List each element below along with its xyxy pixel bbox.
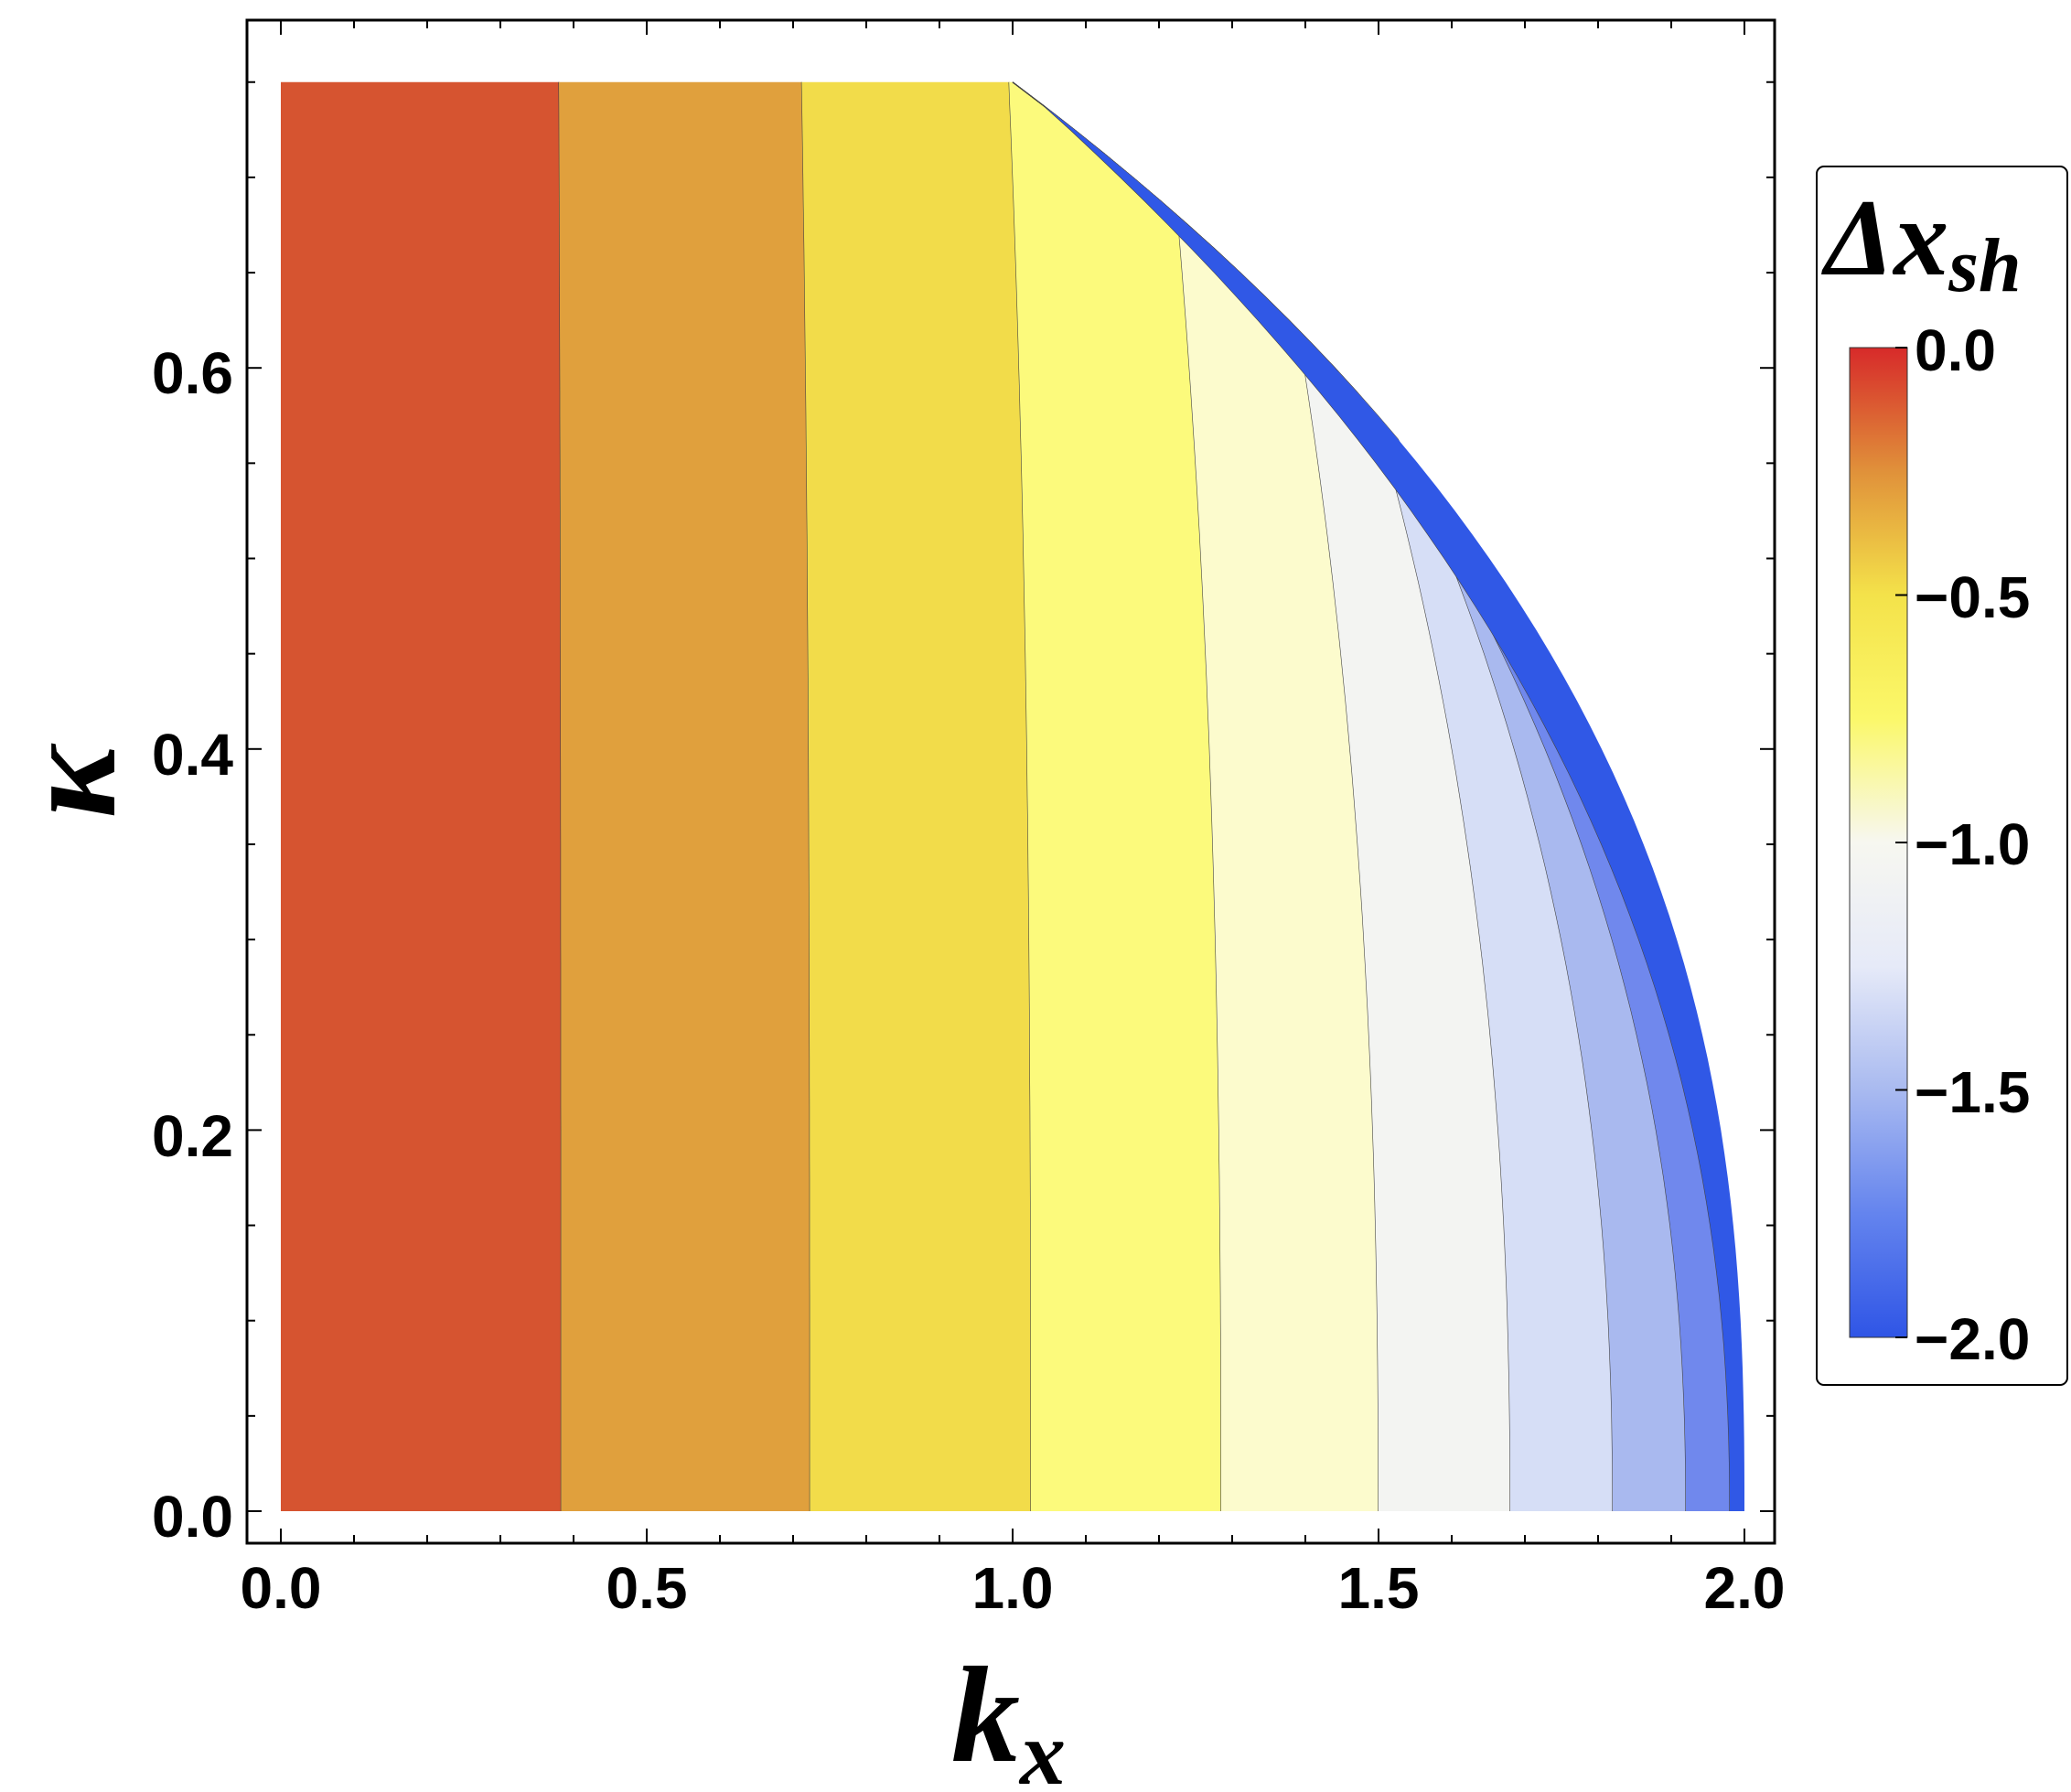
x-tick-label: 2.0	[1704, 1555, 1786, 1621]
x-tick-label: 0.5	[606, 1555, 688, 1621]
contour-band	[1013, 81, 1379, 1511]
legend-tick-label: −2.0	[1915, 1306, 2030, 1372]
x-axis-title-sub: x	[1018, 1702, 1066, 1792]
x-tick-label: 1.5	[1338, 1555, 1420, 1621]
legend-title-sub: sh	[1948, 223, 2021, 308]
plot-frame-outline	[245, 18, 1776, 1545]
contour-bands	[281, 81, 1744, 1512]
contour-band	[1013, 81, 1510, 1511]
contour-band	[281, 81, 562, 1511]
svg-text:kx: kx	[951, 1639, 1066, 1792]
y-tick-label: 0.2	[152, 1103, 233, 1169]
contour-band	[801, 81, 1031, 1511]
legend-tick-label: −0.5	[1915, 564, 2030, 630]
y-tick-label: 0.4	[152, 722, 233, 788]
x-axis-title-main: k	[951, 1639, 1020, 1791]
y-tick-labels: 0.0 0.2 0.4 0.6	[152, 340, 233, 1550]
legend-ticks	[1895, 347, 1907, 1338]
contour-band	[1013, 81, 1686, 1511]
contour-band	[1013, 81, 1613, 1511]
contour-band	[1009, 81, 1221, 1511]
svg-text:Δxsh: Δxsh	[1821, 177, 2022, 308]
legend-tick-label: 0.0	[1915, 317, 1996, 383]
legend-tick-label: −1.5	[1915, 1059, 2030, 1125]
legend-tick-label: −1.0	[1915, 811, 2030, 877]
legend-title-main: Δx	[1821, 177, 1948, 298]
y-axis-title: κ	[0, 743, 145, 819]
x-tick-label: 1.0	[972, 1555, 1054, 1621]
x-tick-labels: 0.0 0.5 1.0 1.5 2.0	[241, 1555, 1786, 1621]
x-axis-title: kx	[951, 1639, 1066, 1792]
y-tick-label: 0.6	[152, 340, 233, 406]
x-tick-label: 0.0	[241, 1555, 322, 1621]
color-legend: Δxsh 0.0 −0.5 −1.0 −1.5 −2.0	[1816, 166, 2068, 1386]
axis-ticks	[247, 20, 1775, 1543]
contour-band	[559, 81, 810, 1511]
y-tick-label: 0.0	[152, 1484, 233, 1550]
contour-band	[1013, 81, 1744, 1511]
